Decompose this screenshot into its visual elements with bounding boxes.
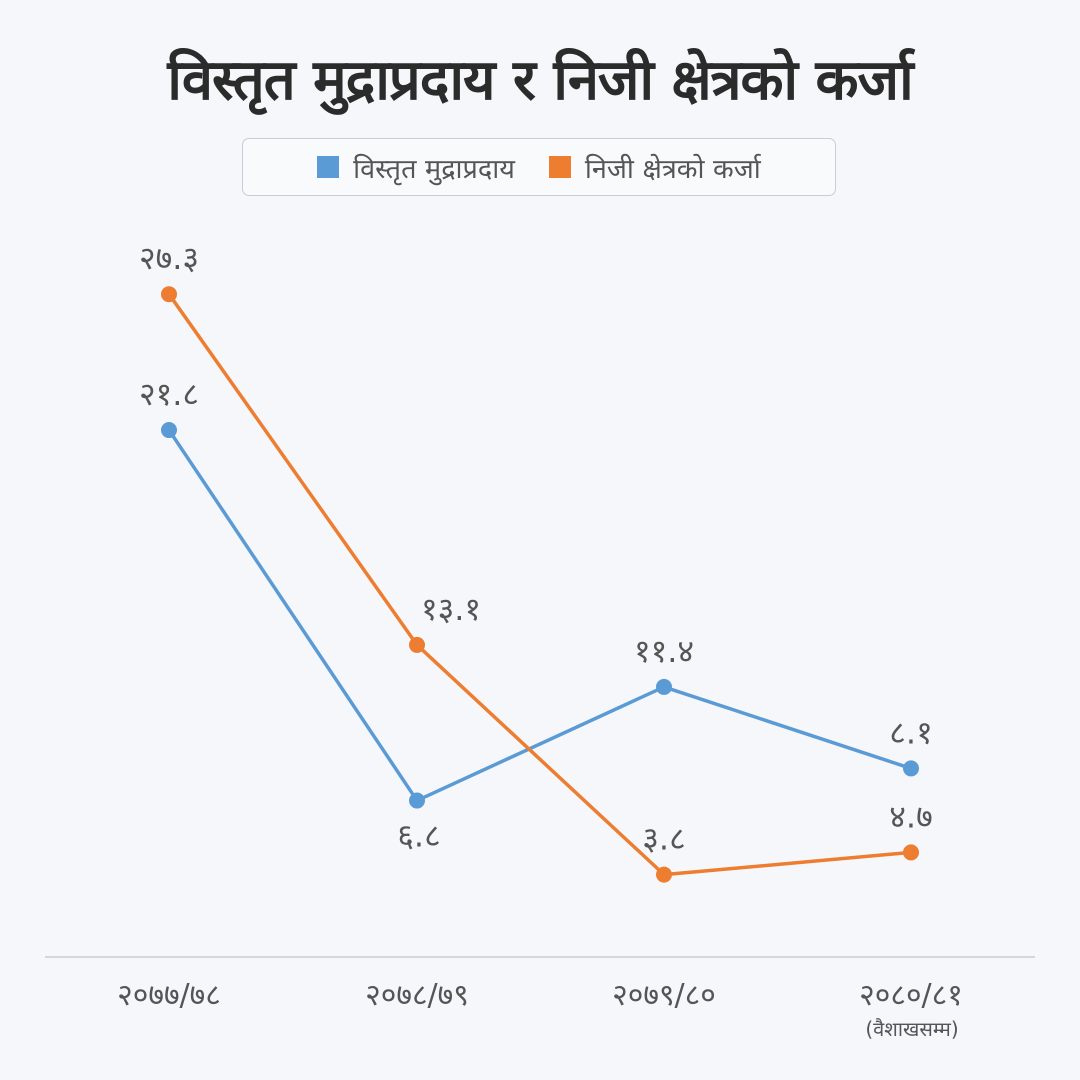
- data-label-private-credit: १३.१: [421, 590, 481, 628]
- data-label-private-credit: ३.८: [642, 820, 685, 858]
- data-label-broad-money: २१.८: [139, 375, 199, 413]
- data-label-private-credit: ४.७: [889, 797, 932, 835]
- data-point-private-credit: [409, 636, 425, 653]
- legend: विस्तृत मुद्राप्रदाय निजी क्षेत्रको कर्ज…: [242, 138, 836, 196]
- x-tick-label: २०७८/७९: [365, 978, 469, 1013]
- x-tick-label: २०७९/८०: [612, 978, 716, 1013]
- series-line-broad-money: [167, 428, 913, 803]
- legend-swatch-private-credit: [548, 156, 571, 178]
- data-point-private-credit: [903, 844, 919, 861]
- x-tick-label: २०७७/७८: [117, 978, 221, 1013]
- legend-label-broad-money: विस्तृत मुद्राप्रदाय: [353, 153, 515, 185]
- data-point-private-credit: [161, 286, 177, 303]
- data-point-broad-money: [903, 760, 919, 777]
- data-label-private-credit: २७.३: [139, 239, 199, 277]
- series-line-private-credit: [167, 292, 913, 877]
- x-tick-label: २०८०/८१: [859, 978, 963, 1013]
- data-label-broad-money: ८.१: [889, 713, 932, 751]
- chart-title: विस्तृत मुद्राप्रदाय र निजी क्षेत्रको कर…: [167, 48, 913, 113]
- data-point-broad-money: [656, 678, 672, 695]
- x-tick-note: (वैशाखसम्म): [865, 1017, 958, 1041]
- data-label-broad-money: ६.८: [397, 817, 440, 855]
- legend-label-private-credit: निजी क्षेत्रको कर्जा: [584, 153, 761, 185]
- data-point-broad-money: [161, 422, 177, 439]
- data-point-private-credit: [656, 866, 672, 883]
- legend-item-private-credit: निजी क्षेत्रको कर्जा: [548, 149, 761, 186]
- legend-item-broad-money: विस्तृत मुद्राप्रदाय: [317, 149, 515, 186]
- data-label-broad-money: ११.४: [634, 632, 694, 670]
- legend-swatch-broad-money: [317, 156, 340, 178]
- data-point-broad-money: [409, 792, 425, 809]
